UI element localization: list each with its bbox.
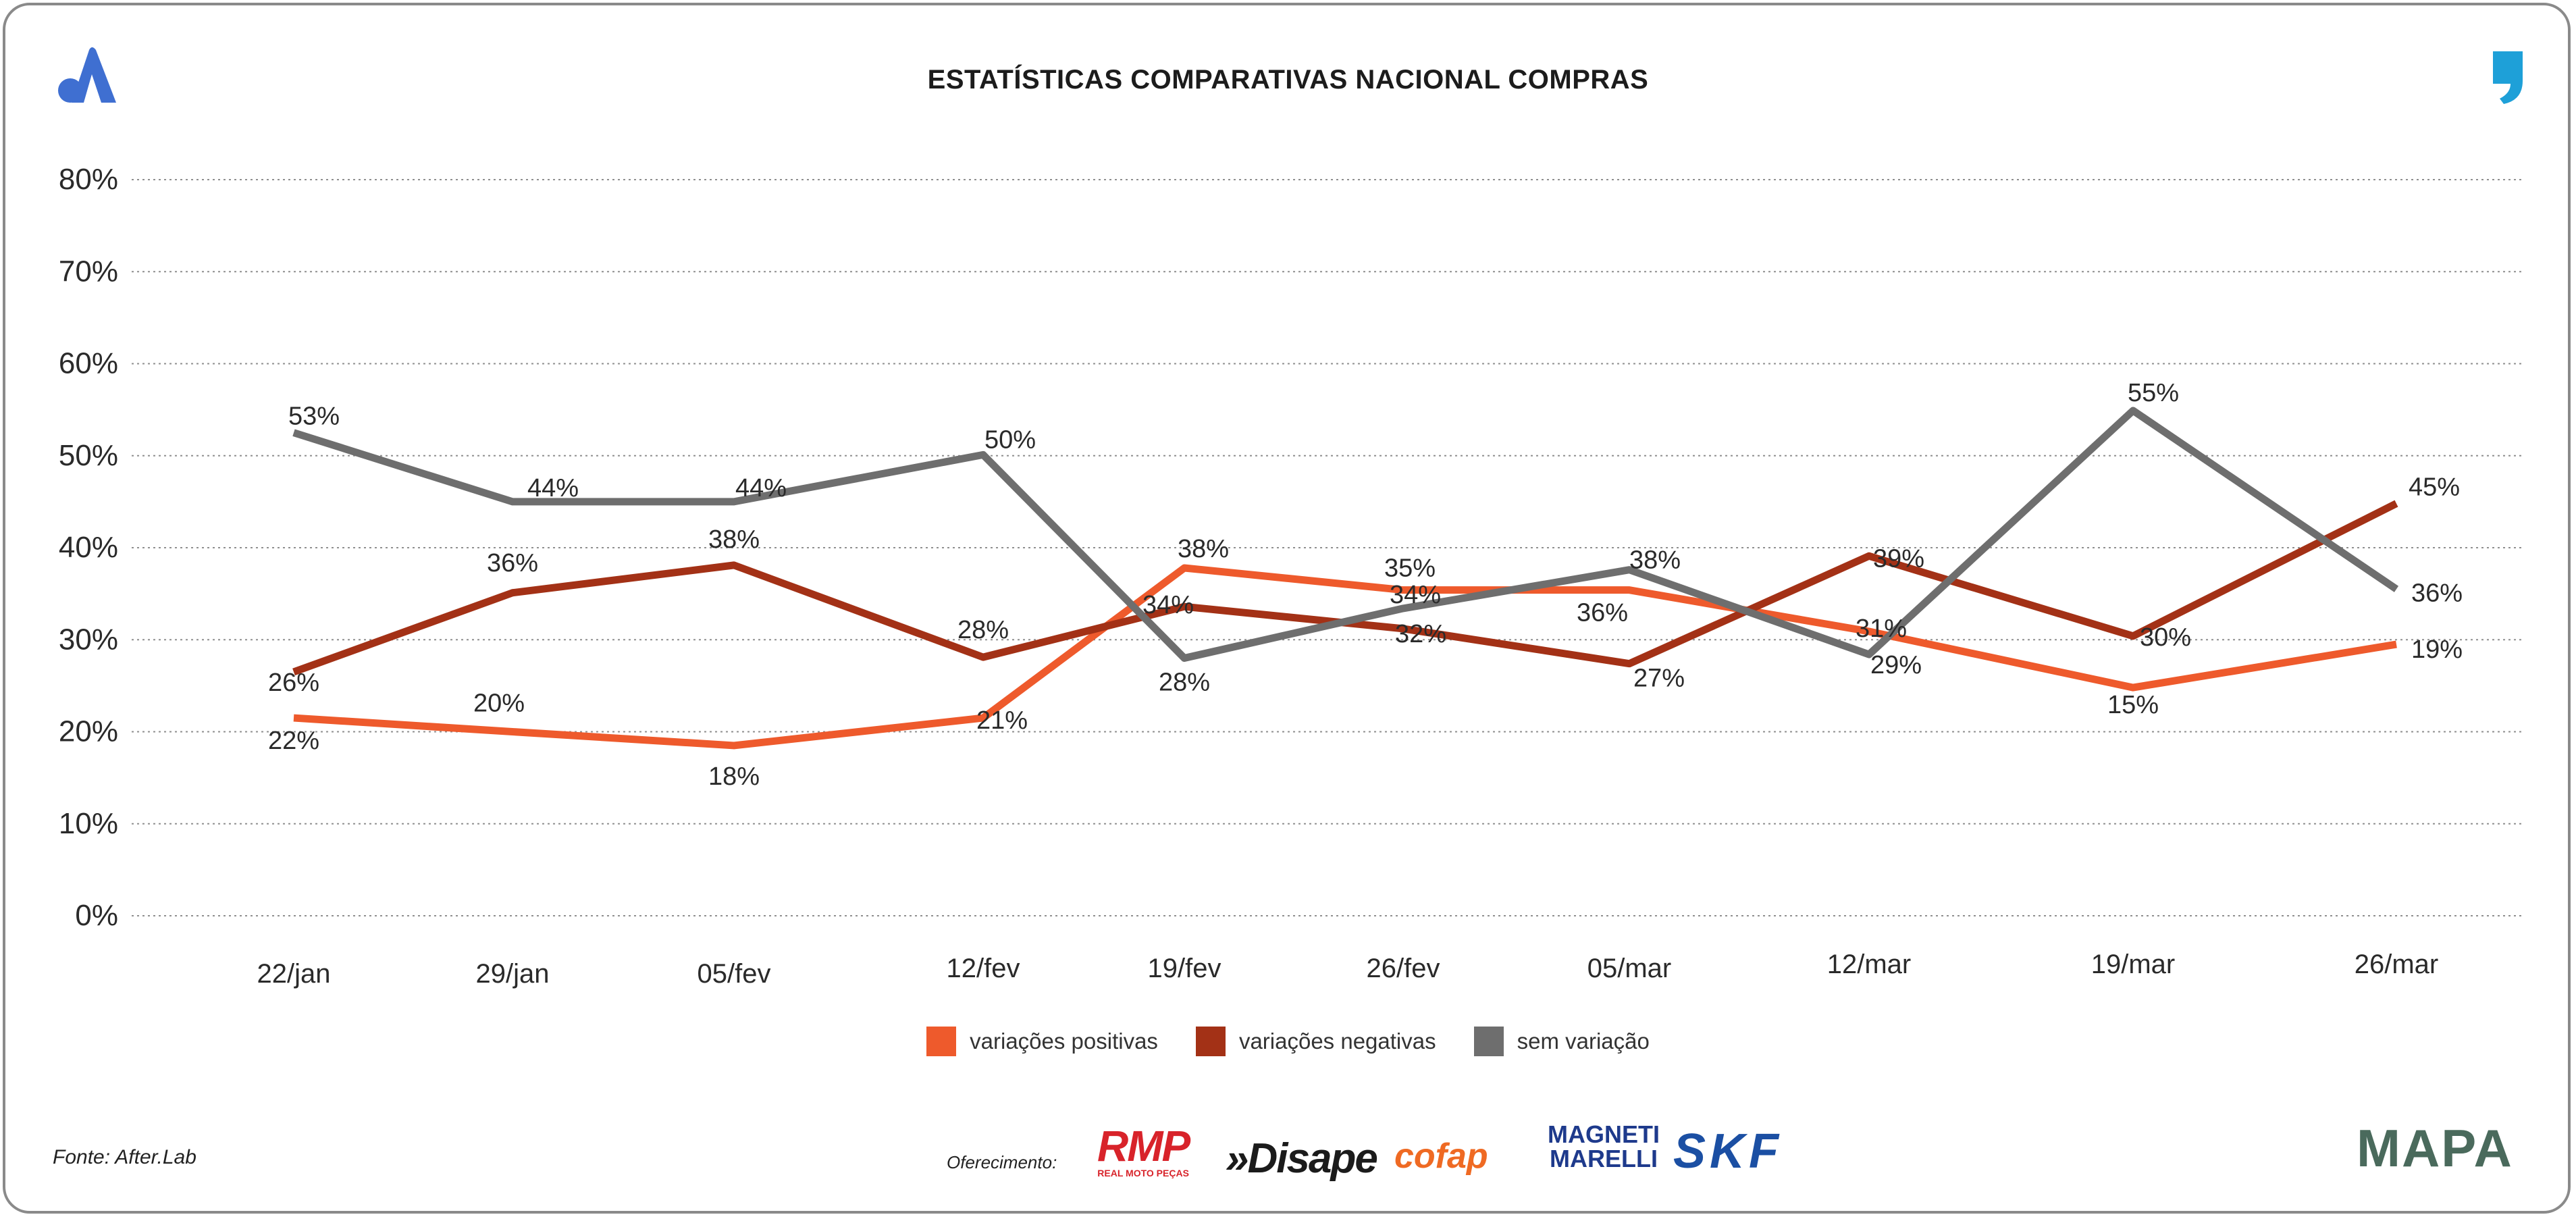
data-label: 38%	[1629, 546, 1681, 575]
data-label: 44%	[527, 474, 579, 502]
data-label: 28%	[957, 616, 1009, 644]
data-label: 29%	[1870, 651, 1922, 679]
data-label: 20%	[473, 690, 525, 718]
data-label: 39%	[1873, 544, 1924, 573]
disape-logo: »Disape	[1226, 1135, 1378, 1182]
cofap-logo: cofap	[1394, 1137, 1488, 1176]
data-label: 32%	[1395, 620, 1446, 648]
y-tick-label: 40%	[59, 531, 118, 564]
x-tick-label: 05/mar	[1587, 954, 1672, 983]
data-label: 36%	[2411, 579, 2463, 607]
data-label: 30%	[2140, 623, 2191, 652]
line-chart: 0% 10% 20% 30% 40% 50% 60% 70% 80% 22/jan 29/jan 05…	[59, 163, 2522, 989]
series-line-0	[293, 564, 2397, 750]
legend-item-negative: variações negativas	[1195, 1027, 1436, 1056]
data-label: 22%	[268, 727, 319, 755]
legend-label-positive: variações positivas	[970, 1029, 1158, 1054]
y-tick-label: 20%	[59, 715, 118, 748]
y-tick-label: 50%	[59, 439, 118, 472]
data-label: 53%	[288, 403, 340, 431]
chart-legend: variações positivas variações negativas …	[0, 1027, 2576, 1056]
data-label: 21%	[976, 706, 1028, 735]
data-label: 36%	[1577, 599, 1628, 627]
data-label: 15%	[2107, 691, 2159, 719]
data-label: 36%	[487, 549, 538, 577]
y-tick-label: 10%	[59, 807, 118, 840]
data-label: 38%	[1178, 535, 1229, 563]
y-tick-label: 0%	[75, 899, 118, 932]
chart-frame	[3, 3, 2571, 1214]
data-label: 26%	[268, 669, 319, 697]
data-label: 50%	[984, 425, 1036, 454]
legend-label-negative: variações negativas	[1238, 1029, 1436, 1054]
data-label: 28%	[1159, 669, 1210, 697]
brand-a-logo-icon	[58, 47, 116, 103]
data-label: 38%	[708, 525, 760, 554]
y-tick-label: 70%	[59, 255, 118, 288]
x-tick-label: 22/jan	[257, 959, 331, 989]
rmp-logo: RMP REAL MOTO PEÇAS	[1097, 1122, 1190, 1178]
magneti-marelli-logo: MAGNETI MARELLI	[1548, 1122, 1660, 1171]
legend-label-neutral: sem variação	[1517, 1029, 1650, 1054]
y-tick-label: 80%	[59, 163, 118, 196]
legend-swatch-negative	[1195, 1027, 1226, 1056]
data-label: 19%	[2411, 636, 2463, 664]
magneti-logo-line1: MAGNETI	[1548, 1120, 1660, 1148]
sponsor-label: Oferecimento:	[947, 1152, 1057, 1172]
chart-title: ESTATÍSTICAS COMPARATIVAS NACIONAL COMPR…	[927, 65, 1649, 95]
data-label: 18%	[708, 762, 760, 791]
series-line-1	[292, 500, 2398, 676]
series-line-2	[292, 407, 2399, 662]
x-tick-label: 12/mar	[1827, 950, 1912, 979]
data-label: 35%	[1384, 554, 1436, 583]
x-tick-label: 26/fev	[1367, 954, 1440, 983]
data-label: 27%	[1633, 665, 1685, 693]
magneti-logo-line2: MARELLI	[1550, 1145, 1658, 1172]
rmp-logo-text: RMP	[1097, 1122, 1190, 1170]
x-tick-label: 29/jan	[476, 959, 550, 989]
data-label: 34%	[1142, 591, 1194, 619]
data-label: 55%	[2128, 379, 2179, 407]
legend-item-positive: variações positivas	[926, 1027, 1158, 1056]
x-tick-label: 19/fev	[1148, 954, 1221, 983]
data-label: 31%	[1856, 615, 1907, 643]
x-tick-label: 05/fev	[698, 959, 771, 989]
quote-logo-icon	[2493, 51, 2523, 104]
data-label: 34%	[1390, 581, 1441, 609]
source-note: Fonte: After.Lab	[53, 1146, 196, 1168]
x-tick-label: 19/mar	[2091, 950, 2176, 979]
y-tick-label: 60%	[59, 347, 118, 380]
x-tick-label: 12/fev	[947, 954, 1020, 983]
data-label: 45%	[2409, 473, 2460, 502]
mapa-logo: MAPA	[2357, 1118, 2513, 1178]
legend-swatch-neutral	[1473, 1027, 1504, 1056]
data-label: 44%	[735, 474, 787, 502]
y-tick-label: 30%	[59, 623, 118, 656]
skf-logo: SKF	[1673, 1124, 1783, 1178]
legend-item-neutral: sem variação	[1473, 1027, 1650, 1056]
legend-swatch-positive	[926, 1027, 957, 1056]
x-tick-label: 26/mar	[2355, 950, 2439, 979]
rmp-logo-subtext: REAL MOTO PEÇAS	[1097, 1168, 1189, 1178]
